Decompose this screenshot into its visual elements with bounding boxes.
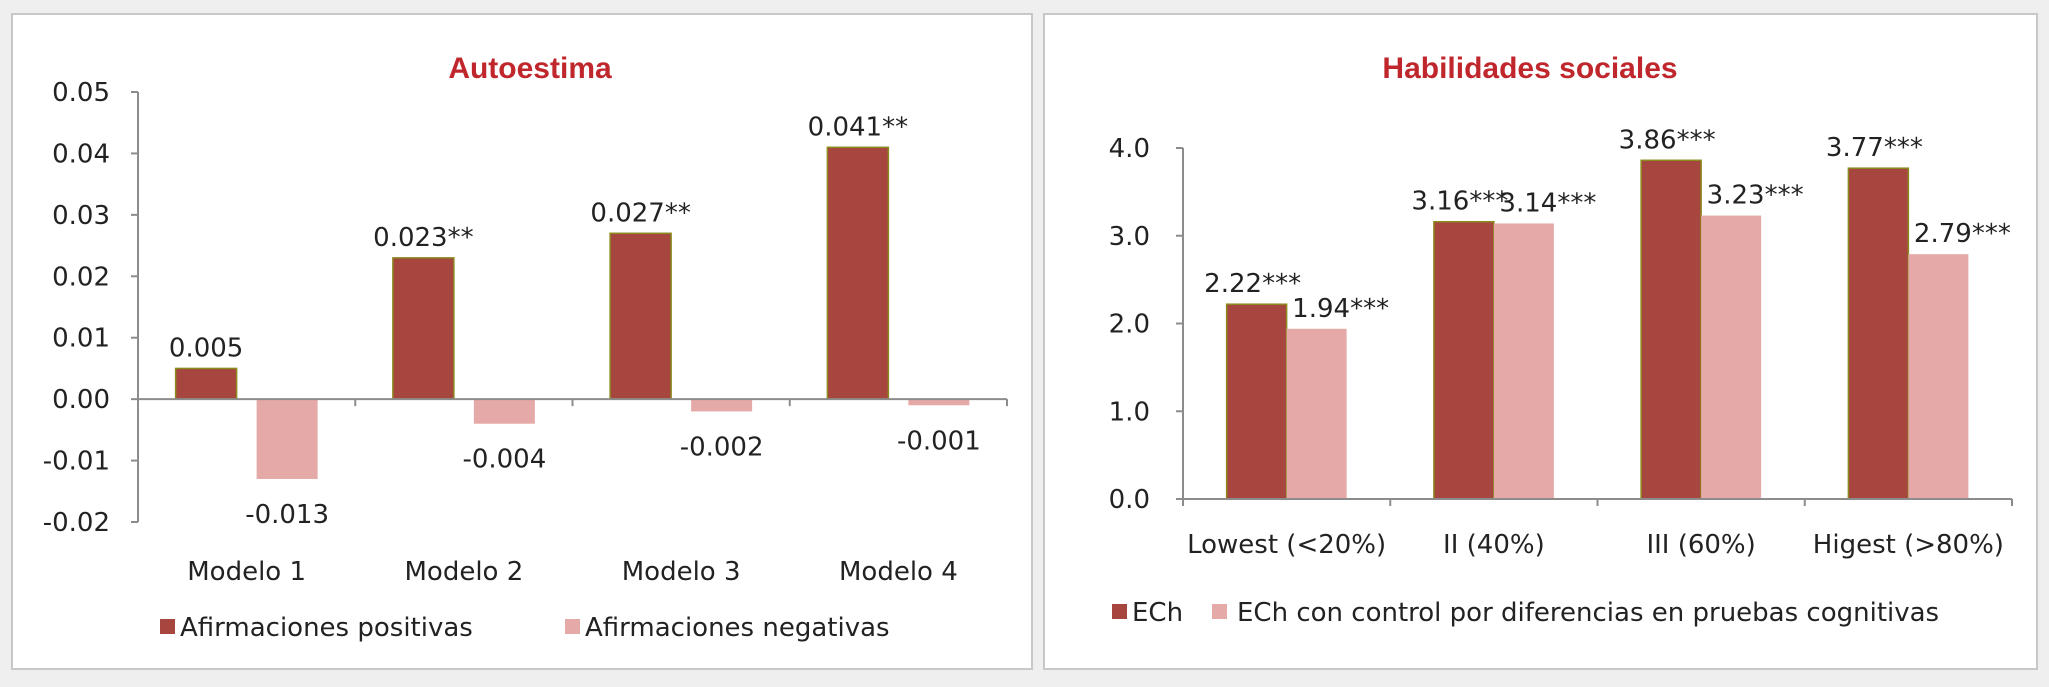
- category-label: Modelo 2: [404, 557, 523, 587]
- data-label: 3.86***: [1619, 125, 1716, 155]
- category-label: III (60%): [1646, 530, 1755, 560]
- category-label: Higest (>80%): [1813, 530, 2004, 560]
- x-axis: Lowest (<20%) II (40%) III (60%) Higest (>8…: [1187, 530, 2004, 560]
- bar: [1908, 254, 1969, 499]
- bar: [392, 257, 455, 400]
- bar: [609, 232, 672, 400]
- data-label: -0.002: [680, 432, 764, 462]
- bar: [1640, 159, 1702, 500]
- y-tick-label: 0.00: [52, 385, 110, 415]
- data-label: 0.027**: [590, 198, 690, 228]
- y-tick-label: 0.0: [1109, 485, 1150, 515]
- bar: [826, 146, 890, 400]
- y-tick-label: 3.0: [1109, 222, 1150, 252]
- data-labels: 0.005 0.023** 0.027** 0.041** -0.013 -0.004 -0…: [169, 112, 981, 530]
- x-axis: Modelo 1 Modelo 2 Modelo 3 Modelo 4: [187, 557, 958, 587]
- legend-label-positivas: Afirmaciones positivas: [180, 613, 473, 643]
- legend-swatch-negativas: [565, 619, 580, 634]
- y-axis: 0.05 0.04 0.03 0.02 0.01 0.00 -0.01 -0.02: [43, 78, 110, 538]
- bars: [174, 146, 970, 479]
- data-label: 0.005: [169, 333, 243, 363]
- chart-title: Autoestima: [448, 52, 612, 85]
- bar: [256, 399, 318, 479]
- legend-label-ech-control: ECh con control por diferencias en prueb…: [1237, 598, 1939, 628]
- y-tick-label: 0.01: [52, 324, 110, 354]
- y-tick-label: -0.01: [43, 447, 110, 477]
- legend-swatch-positivas: [160, 619, 175, 634]
- data-label: 1.94***: [1292, 294, 1389, 324]
- legend: Afirmaciones positivas Afirmaciones nega…: [160, 613, 890, 643]
- data-label: 3.14***: [1499, 188, 1596, 218]
- axis-lines: [131, 91, 1008, 523]
- y-tick-label: 0.02: [52, 262, 110, 292]
- category-label: II (40%): [1443, 530, 1545, 560]
- y-tick-label: 0.05: [52, 78, 110, 108]
- data-label: -0.004: [462, 445, 546, 475]
- category-label: Modelo 4: [839, 557, 958, 587]
- data-label: -0.001: [897, 426, 981, 456]
- y-tick-label: 0.03: [52, 201, 110, 231]
- data-label: -0.013: [245, 500, 329, 530]
- category-label: Modelo 1: [187, 557, 306, 587]
- bar: [691, 399, 753, 412]
- y-tick-label: 0.04: [52, 139, 110, 169]
- bar: [1225, 303, 1288, 500]
- legend-swatch-ech-control: [1212, 604, 1227, 619]
- chart-title: Habilidades sociales: [1382, 52, 1677, 85]
- data-label: 3.77***: [1826, 133, 1923, 163]
- autoestima-chart: Autoestima 0.05 0.04 0.03 0.02 0.01 0.00 -0.01…: [11, 13, 1033, 670]
- data-labels: 2.22*** 3.16*** 3.86*** 3.77*** 1.94*** 3.14*…: [1204, 125, 2011, 323]
- data-label: 3.23***: [1707, 181, 1804, 211]
- bar: [1433, 220, 1495, 500]
- bars: [1225, 159, 1969, 500]
- category-label: Lowest (<20%): [1187, 530, 1386, 560]
- y-tick-label: 1.0: [1109, 397, 1150, 427]
- axis-lines: [1176, 147, 2013, 506]
- bar: [1286, 328, 1347, 499]
- data-label: 2.79***: [1914, 219, 2011, 249]
- legend-label-negativas: Afirmaciones negativas: [585, 613, 890, 643]
- data-label: 2.22***: [1204, 269, 1301, 299]
- data-label: 3.16***: [1411, 187, 1508, 217]
- bar: [908, 399, 970, 406]
- bar: [1701, 215, 1762, 499]
- y-axis: 4.0 3.0 2.0 1.0 0.0: [1109, 134, 1150, 515]
- bar: [473, 399, 535, 424]
- y-tick-label: -0.02: [43, 508, 110, 538]
- bar: [174, 367, 238, 400]
- data-label: 0.041**: [808, 112, 908, 142]
- data-label: 0.023**: [373, 223, 473, 253]
- legend: ECh ECh con control por diferencias en p…: [1112, 598, 1939, 628]
- legend-label-ech: ECh: [1132, 598, 1183, 628]
- y-tick-label: 2.0: [1109, 310, 1150, 340]
- y-tick-label: 4.0: [1109, 134, 1150, 164]
- legend-swatch-ech: [1112, 604, 1127, 619]
- bar: [1847, 167, 1910, 500]
- habilidades-sociales-chart: Habilidades sociales 4.0 3.0 2.0 1.0 0.0 2.2…: [1043, 13, 2038, 670]
- category-label: Modelo 3: [622, 557, 741, 587]
- bar: [1493, 223, 1554, 499]
